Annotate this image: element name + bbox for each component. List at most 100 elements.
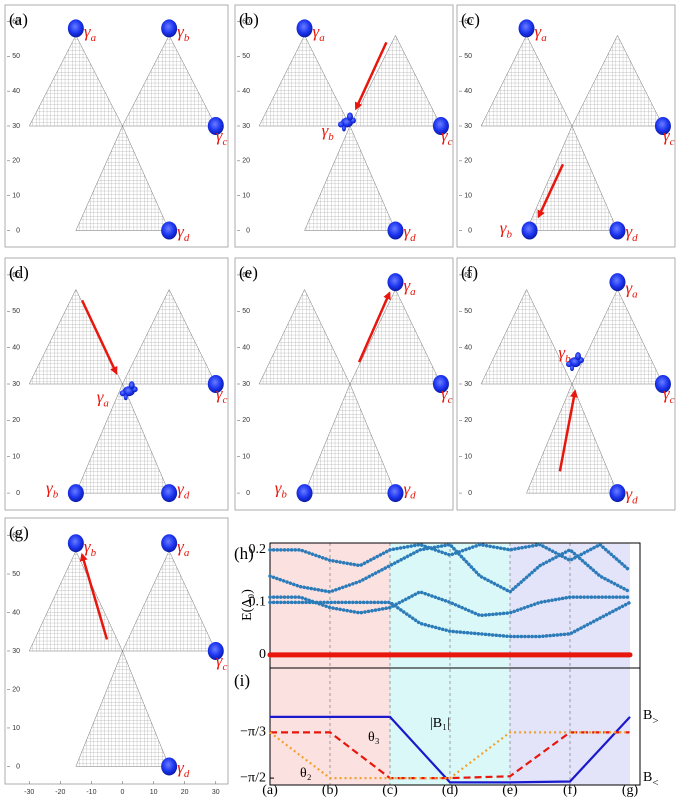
panel-label: (a) [9,10,28,29]
y-tick-label: 10 [12,725,20,732]
majorana-tag-sub: a [410,286,416,298]
energy-level [268,542,632,573]
lattice-triangle [571,34,664,127]
majorana-tag-sub: c [670,135,675,147]
braid-arrow [80,299,118,375]
y-tick-label: 60 [242,272,250,279]
y-tick-label: 0 [16,763,20,770]
y-tick-label: 50 [12,308,20,315]
lattice-triangle [571,288,664,385]
majorana-tag-base: γ [663,126,671,145]
lattice-triangle [28,34,123,127]
majorana-tag-sub: c [222,135,227,147]
majorana-blob [207,375,224,393]
lattice-triangle [258,288,351,385]
y-tick-label: 20 [12,417,20,424]
y-tick-label: 10 [464,193,472,200]
majorana-tag-base: γ [177,222,185,241]
lattice-triangle [526,125,618,231]
majorana-blob [161,221,178,240]
y-tick-label: 10 [242,454,250,461]
lattice-triangle [349,288,442,385]
majorana-tag: γa [625,278,638,300]
lattice-triangle [75,125,170,231]
majorana-tag: γa [97,387,110,409]
plot-frame [269,542,641,786]
majorana-tag-base: γ [500,218,508,237]
majorana-blob [346,112,353,121]
majorana-blob [609,221,626,240]
majorana-tag: γb [177,22,190,44]
majorana-tag-sub: c [448,135,453,147]
majorana-tag-sub: d [632,494,638,506]
majorana-tag-sub: d [410,231,416,243]
series-name: |B₁| [430,716,450,731]
majorana-tag-sub: d [184,767,190,779]
axis-annotation-sub: > [652,715,658,727]
y-tick-label: 30 [12,123,20,130]
y-tick-label: 50 [464,53,472,60]
majorana-tag-base: γ [403,276,411,295]
majorana-tag-sub: b [91,547,97,559]
panel-label: (i) [234,671,250,690]
majorana-tag-sub: a [632,288,638,300]
majorana-tag: γa [535,22,548,44]
majorana-tag: γb [558,343,571,365]
majorana-blob [161,534,178,553]
x-tick-label: -30 [24,789,34,796]
majorana-tag-sub: a [319,32,325,44]
panel-frame [4,517,229,785]
majorana-tag-sub: b [184,32,190,44]
majorana-tag-base: γ [177,758,185,777]
majorana-blob [341,125,346,132]
majorana-tag-sub: d [632,231,638,243]
lattice-triangle [122,34,217,127]
majorana-blob [609,484,626,503]
majorana-tag-base: γ [322,121,330,140]
majorana-blob [432,375,449,393]
lattice-triangle [526,383,618,494]
x-tick-label: (f) [563,783,577,798]
panel-label: (b) [239,10,259,29]
majorana-tag: γa [177,537,190,559]
y-tick-label: 30 [464,381,472,388]
majorana-blob [67,534,84,553]
energy-level [268,542,632,594]
y-tick-label: 0 [246,490,250,497]
angle-curve [269,731,630,780]
majorana-tag: γa [403,276,416,298]
y-tick-label: 60 [12,532,20,539]
majorana-blob [161,757,178,776]
majorana-tag-sub: c [448,393,453,405]
majorana-blob [296,19,313,38]
lattice-triangle [304,125,396,231]
majorana-blob [296,484,313,503]
majorana-tag-base: γ [216,384,224,403]
panel-label: (h) [234,544,254,563]
majorana-tag: γc [441,126,453,148]
lattice-triangle [304,383,396,494]
lattice-triangle [258,34,351,127]
y-tick-label: 20 [242,158,250,165]
x-tick-label: -10 [86,789,96,796]
braid-arrow [354,41,388,111]
energy-level [268,600,632,639]
majorana-tag: γd [177,222,190,244]
angle-curve [270,715,631,784]
x-tick-label: 0 [121,789,125,796]
panel-frame [234,257,454,511]
majorana-blob [161,19,178,38]
majorana-tag: γb [46,478,59,500]
y-tick-label: 0 [259,647,266,662]
y-tick-label: 0 [16,490,20,497]
y-tick-label: 60 [242,18,250,25]
majorana-tag-base: γ [625,222,633,241]
y-tick-label: 40 [12,88,20,95]
majorana-blob [387,221,404,240]
x-tick-label: (e) [502,783,518,798]
axis-annotation: B< [643,770,659,788]
majorana-blob [207,642,224,660]
panel-label: (d) [9,263,29,282]
y-tick-label: 10 [242,193,250,200]
